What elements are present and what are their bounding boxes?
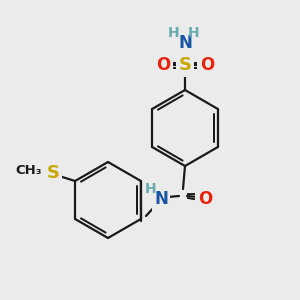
Text: S: S [46,164,60,182]
Text: S: S [25,170,26,172]
Text: S: S [178,56,191,74]
Text: H: H [188,26,200,40]
Text: CH₃: CH₃ [16,164,42,178]
Text: O: O [156,56,170,74]
Text: H: H [168,26,180,40]
Text: O: O [200,56,214,74]
Text: O: O [198,190,212,208]
Text: N: N [154,190,168,208]
Text: H: H [145,182,157,196]
Text: N: N [178,34,192,52]
